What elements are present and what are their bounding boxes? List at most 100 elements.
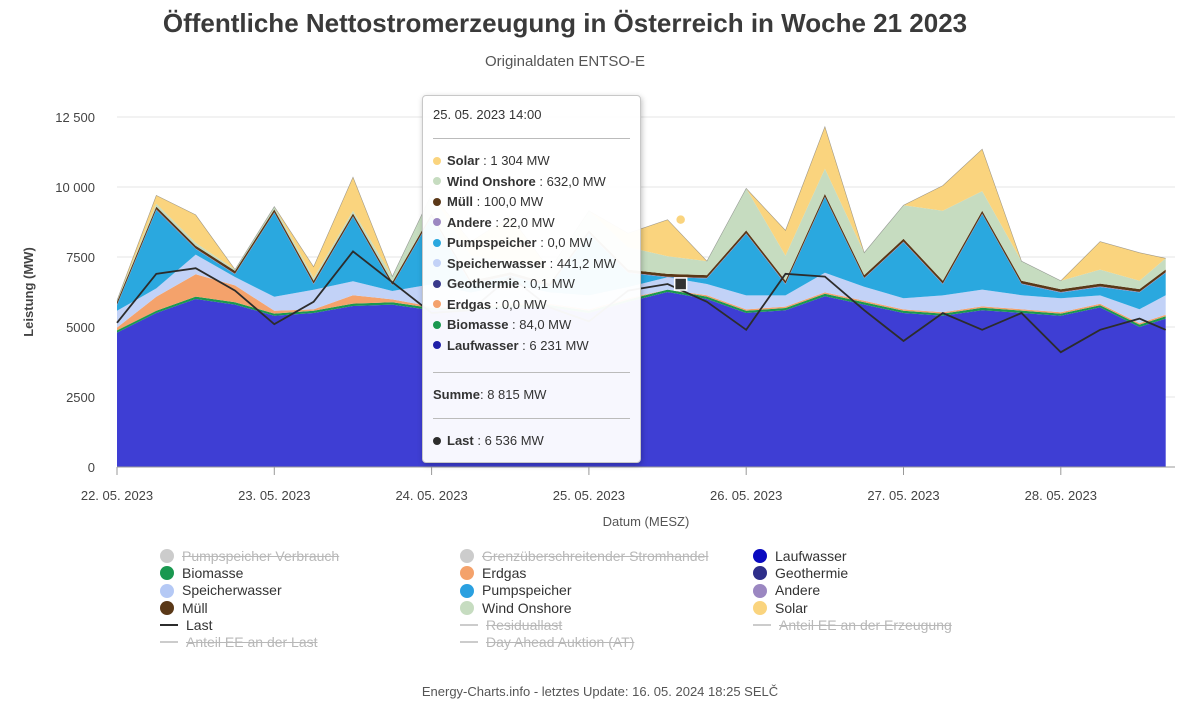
tooltip-dot-icon [433, 197, 441, 206]
tooltip-last-dot-icon [433, 436, 441, 445]
x-tick-label: 23. 05. 2023 [238, 488, 310, 503]
tooltip-row: Speicherwasser : 441,2 MW [433, 255, 616, 273]
tooltip-date: 25. 05. 2023 14:00 [433, 107, 542, 122]
stack-outline [116, 125, 1166, 301]
x-tick-label: 27. 05. 2023 [867, 488, 939, 503]
legend-label: Speicherwasser [182, 582, 282, 599]
legend-dot-icon [460, 600, 474, 615]
tooltip-series-name: Speicherwasser [447, 255, 547, 271]
legend-item[interactable]: Biomasse [160, 565, 243, 582]
legend-label: Müll [182, 599, 208, 616]
legend-item[interactable]: Speicherwasser [160, 582, 282, 599]
legend-line-icon [460, 641, 478, 644]
legend-item[interactable]: Laufwasser [753, 548, 847, 565]
tooltip-series-value: 0,0 MW [547, 235, 593, 250]
legend-item[interactable]: Solar [753, 600, 808, 617]
legend-line-icon [160, 641, 178, 644]
legend-label: Solar [775, 599, 808, 616]
legend-dot-icon [460, 549, 474, 564]
chart-subtitle: Originaldaten ENTSO-E [484, 53, 646, 70]
area-speicherwasser[interactable] [117, 254, 1166, 328]
legend-dot-icon [160, 600, 174, 615]
legend-dot-icon [753, 549, 767, 564]
x-tick-label: 25. 05. 2023 [553, 488, 625, 503]
tooltip-row: Biomasse : 84,0 MW [433, 316, 571, 334]
tooltip-dot-icon [433, 177, 441, 186]
tooltip-dot-icon [433, 156, 441, 165]
legend-item[interactable]: Müll [160, 600, 208, 617]
x-tick-label: 24. 05. 2023 [395, 488, 467, 503]
legend-dot-icon [753, 583, 767, 598]
tooltip-row: Müll : 100,0 MW [433, 193, 543, 211]
tooltip-series-name: Andere [447, 214, 492, 230]
legend-dot-icon [460, 583, 474, 598]
tooltip-series-value: 0,0 MW [501, 296, 547, 312]
area-biomasse[interactable] [117, 289, 1166, 333]
legend-dot-icon [160, 549, 174, 564]
chart-area[interactable]: 0 2500 5000 7500 10 000 12 500 22. 05. 2023 23.… [0, 0, 1200, 540]
legend-item[interactable]: Residuallast [460, 617, 562, 634]
tooltip-series-name: Müll [447, 194, 473, 209]
area-laufwasser[interactable] [117, 292, 1166, 467]
legend-dot-icon [460, 566, 474, 581]
tooltip-row: Solar : 1 304 MW [433, 152, 550, 170]
legend-label: Grenzüberschreitender Stromhandel [482, 548, 709, 564]
tooltip-row: Geothermie : 0,1 MW [433, 275, 575, 293]
tooltip-series-name: Biomasse [447, 317, 509, 332]
area-pumpspeicher[interactable] [117, 197, 1166, 311]
legend-item[interactable]: Erdgas [460, 565, 526, 582]
y-tick-label: 10 000 [55, 180, 95, 195]
legend-label: Pumpspeicher [482, 582, 572, 599]
legend-label: Day Ahead Auktion (AT) [486, 634, 635, 650]
tooltip-series-value: 1 304 MW [490, 153, 550, 168]
legend-item[interactable]: Wind Onshore [460, 600, 571, 617]
legend-label: Anteil EE an der Erzeugung [779, 616, 952, 633]
x-tick-label: 26. 05. 2023 [710, 488, 782, 503]
tooltip-last-value: 6 536 MW [484, 433, 544, 448]
tooltip-series-name: Wind Onshore [447, 173, 536, 189]
tooltip-row: Andere : 22,0 MW [433, 214, 555, 232]
legend-label: Erdgas [482, 565, 527, 582]
y-tick-label: 5000 [66, 320, 95, 335]
legend-label: Pumpspeicher Verbrauch [182, 548, 340, 564]
y-tick-label: 0 [88, 460, 95, 475]
legend-item[interactable]: Pumpspeicher [460, 582, 572, 599]
tooltip-series-name: Erdgas [447, 296, 492, 312]
legend-dot-icon [160, 583, 174, 598]
tooltip-row: Wind Onshore : 632,0 MW [433, 173, 606, 191]
chart-tooltip: 25. 05. 2023 14:00 Solar : 1 304 MW Wind … [422, 95, 641, 463]
legend-label: Andere [775, 582, 821, 599]
legend-item[interactable]: Anteil EE an der Last [160, 634, 318, 651]
legend-item[interactable]: Pumpspeicher Verbrauch [160, 548, 339, 565]
tooltip-dot-icon [433, 320, 441, 329]
legend-item[interactable]: Last [160, 617, 212, 634]
y-tick-label: 2500 [66, 390, 95, 405]
tooltip-divider [433, 372, 630, 373]
tooltip-dot-icon [433, 218, 441, 227]
area-wind-onshore[interactable] [117, 168, 1166, 302]
legend-item[interactable]: Geothermie [753, 565, 848, 582]
legend-label: Wind Onshore [482, 599, 572, 616]
tooltip-series-name: Laufwasser [447, 337, 519, 353]
tooltip-dot-icon [433, 279, 441, 288]
legend-line-icon [460, 624, 478, 627]
legend-item[interactable]: Grenzüberschreitender Stromhandel [460, 548, 708, 565]
legend-item[interactable]: Anteil EE an der Erzeugung [753, 617, 952, 634]
chart-legend: Pumpspeicher Verbrauch Grenzüberschreiten… [160, 548, 1060, 658]
legend-item[interactable]: Day Ahead Auktion (AT) [460, 634, 634, 651]
legend-label: Biomasse [182, 565, 244, 582]
y-tick-label: 12 500 [55, 110, 95, 125]
tooltip-row: Erdgas : 0,0 MW [433, 296, 547, 314]
tooltip-row: Pumpspeicher : 0,0 MW [433, 234, 592, 252]
tooltip-row: Laufwasser : 6 231 MW [433, 337, 589, 355]
legend-line-icon [753, 624, 771, 627]
tooltip-last: Last : 6 536 MW [433, 432, 544, 450]
tooltip-series-value: 632,0 MW [546, 173, 606, 189]
legend-label: Geothermie [775, 565, 849, 582]
footer-credit: Energy-Charts.info - letztes Update: 16.… [421, 684, 779, 699]
tooltip-divider [433, 418, 630, 419]
tooltip-sum: Summe: 8 815 MW [433, 387, 547, 402]
line-last[interactable] [116, 250, 1167, 354]
legend-item[interactable]: Andere [753, 582, 820, 599]
tooltip-last-label: Last [447, 433, 474, 448]
